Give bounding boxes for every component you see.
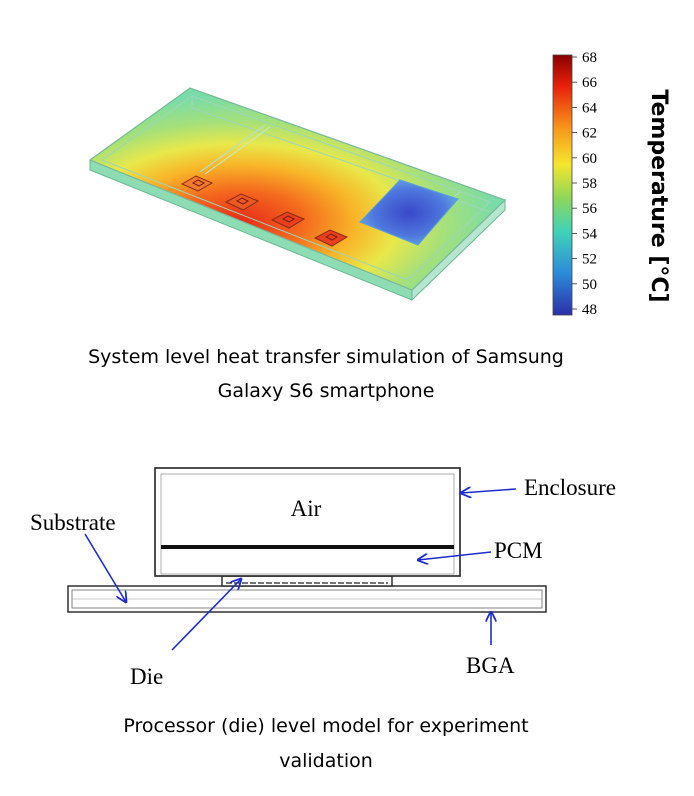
simulation-image (88, 87, 507, 302)
enclosure-box (154, 467, 461, 577)
pcm-layer (161, 545, 454, 549)
label-die: Die (130, 664, 163, 689)
substrate-board (67, 585, 547, 613)
colorbar-tick-label: 64 (582, 100, 598, 116)
colorbar-tick-label: 48 (582, 302, 597, 318)
bottom-caption-line2: validation (279, 750, 373, 772)
chip-3 (270, 211, 306, 229)
colorbar-tick-label: 52 (582, 252, 597, 268)
colorbar-title: Temperature [°C] (646, 89, 671, 302)
colorbar-tick-label: 50 (582, 277, 597, 293)
colorbar: 68 66 64 62 60 58 56 54 52 50 48 Temperature [°C] (552, 50, 671, 318)
chip-1 (180, 175, 214, 192)
chip-4 (313, 229, 349, 247)
die-model-diagram (67, 467, 547, 613)
colorbar-tick-label: 66 (582, 75, 598, 91)
label-pcm: PCM (494, 538, 543, 563)
colorbar-tick-label: 58 (582, 176, 597, 192)
label-substrate: Substrate (30, 510, 116, 535)
die-block (221, 575, 393, 587)
bottom-caption-line1: Processor (die) level model for experime… (123, 715, 528, 737)
arrow-die (171, 579, 241, 651)
colorbar-tick-label: 54 (582, 226, 598, 242)
colorbar-ticks: 68 66 64 62 60 58 56 54 52 50 48 (572, 50, 598, 318)
colorbar-tick-label: 56 (582, 201, 598, 217)
label-enclosure: Enclosure (524, 475, 616, 500)
top-caption-line2: Galaxy S6 smartphone (218, 380, 435, 402)
arrow-pcm (418, 551, 492, 560)
label-bga: BGA (466, 653, 515, 678)
chip-2 (224, 193, 260, 211)
colorbar-tick-label: 60 (582, 151, 597, 167)
label-air: Air (291, 496, 322, 521)
top-caption-line1: System level heat transfer simulation of… (88, 346, 564, 368)
annotation-arrows (84, 489, 517, 651)
arrow-enclosure (461, 489, 517, 493)
colorbar-tick-label: 62 (582, 126, 597, 142)
arrow-substrate (84, 533, 126, 602)
colorbar-tick-label: 68 (582, 50, 597, 66)
